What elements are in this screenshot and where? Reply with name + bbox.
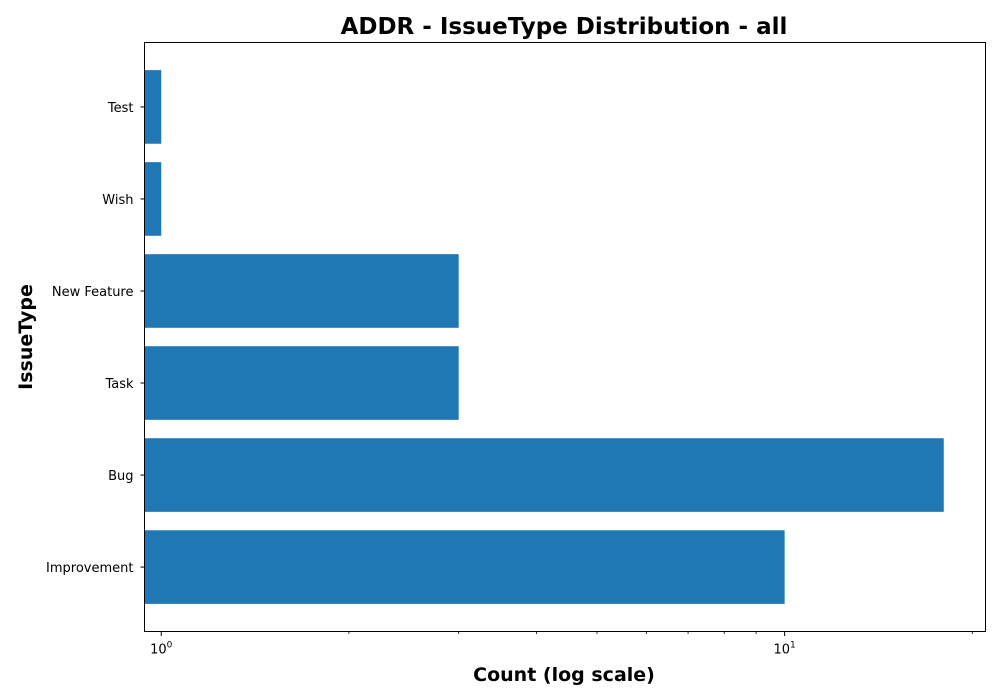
bar-test [144, 70, 162, 144]
y-tick-label-task: Task [104, 377, 134, 392]
y-tick-label-bug: Bug [108, 469, 133, 484]
bar-wish [144, 162, 162, 236]
chart-title: ADDR - IssueType Distribution - all [341, 14, 788, 40]
y-tick-label-improvement: Improvement [46, 561, 133, 576]
y-tick-label-new-feature: New Feature [52, 285, 134, 300]
plot-frame [144, 42, 986, 632]
x-axis-label: Count (log scale) [473, 664, 655, 686]
y-tick-label-test: Test [107, 101, 134, 116]
bars-group [144, 70, 944, 604]
y-axis-label: IssueType [15, 284, 37, 390]
bar-task [144, 346, 459, 420]
x-tick-label: 100 [150, 641, 173, 658]
x-tick-label: 101 [773, 641, 795, 658]
y-tick-label-wish: Wish [102, 193, 133, 208]
bar-new-feature [144, 254, 459, 328]
x-axis-ticks: 100 101 [150, 631, 973, 658]
bar-bug [144, 438, 944, 512]
bar-improvement [144, 530, 785, 604]
y-axis-ticks: Improvement Bug Task New Feature Wish Test [46, 101, 145, 576]
